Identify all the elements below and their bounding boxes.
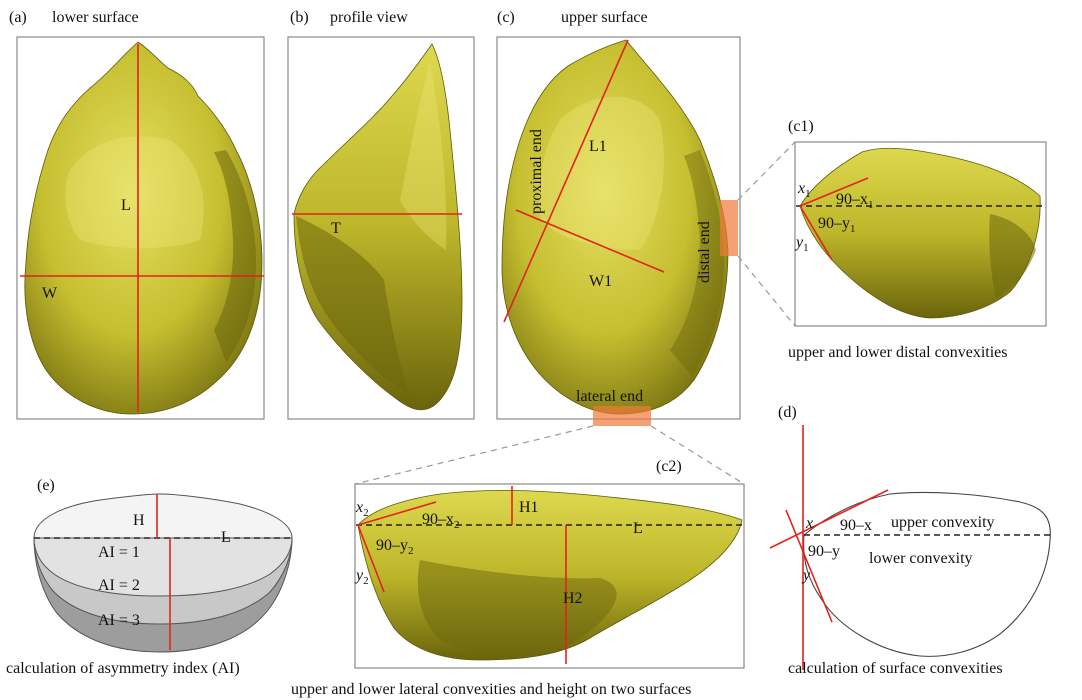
lateral-shadow (417, 560, 617, 656)
c2-angle-lower: 90–y2 (376, 537, 414, 557)
panel-e-tag: (e) (37, 477, 55, 494)
distal-shadow (989, 214, 1036, 298)
panel-a-frame (16, 36, 265, 420)
c1-lower-tangent (799, 205, 833, 261)
width-line-W1 (515, 209, 665, 273)
e-caption: calculation of asymmetry index (AI) (6, 660, 240, 677)
d-angle-upper: 90–x (840, 517, 872, 534)
c1-caption: upper and lower distal convexities (788, 344, 1008, 361)
c1-angle-upper: 90–x1 (836, 191, 874, 211)
panel-a-title: lower surface (52, 9, 139, 26)
c2-label-L: L (633, 520, 643, 537)
panel-c1-frame (794, 141, 1047, 327)
connector-c1-top (737, 141, 796, 201)
lower-surface-highlight (65, 136, 204, 249)
profile-shadow (296, 216, 410, 396)
ai-upper-cap (33, 493, 293, 539)
d-caption: calculation of surface convexities (788, 660, 1003, 677)
panel-d-tag: (d) (778, 404, 797, 421)
e-label-H: H (133, 512, 145, 529)
d-upper-tangent (769, 489, 889, 549)
lower-surface-shadow (214, 150, 256, 362)
label-W1: W1 (589, 273, 612, 290)
c1-x1: x1 (797, 180, 811, 200)
e-label-L: L (221, 529, 231, 546)
label-L: L (121, 197, 131, 214)
d-lower-tangent (785, 509, 833, 623)
panel-c: (c) upper surface L1 W1 proximal end dis… (496, 9, 741, 426)
e-ai2: AI = 2 (98, 577, 140, 594)
label-W: W (42, 285, 58, 302)
d-x: x (805, 515, 813, 532)
panel-c1: (c1) x1 90–x1 90–y1 y1 upper and lower d… (788, 118, 1047, 361)
length-line-L1 (503, 39, 629, 323)
label-L1: L1 (589, 138, 607, 155)
c2-x2: x2 (355, 499, 369, 519)
panel-b-tag: (b) (290, 9, 309, 26)
upper-surface-highlight (538, 96, 664, 250)
connector-c2-left (354, 425, 594, 485)
panel-a-tag: (a) (9, 9, 27, 26)
c1-angle-lower: 90–y1 (818, 215, 856, 235)
label-proximal-end: proximal end (528, 129, 545, 214)
label-lateral-end: lateral end (576, 388, 643, 405)
convexity-outline (803, 491, 1051, 657)
connector-c2-right (650, 425, 745, 485)
panel-e: (e) H L AI = 1 AI = 2 AI = 3 calculation… (6, 477, 293, 677)
connector-c1-bottom (737, 255, 796, 327)
upper-surface-shadow (670, 150, 724, 376)
d-upper-convexity: upper convexity (891, 514, 995, 531)
c2-y2: y2 (354, 567, 369, 587)
panel-c1-tag: (c1) (788, 118, 814, 135)
panel-c2-tag: (c2) (656, 458, 682, 475)
label-distal-end: distal end (696, 221, 713, 283)
panel-c2: (c2) x2 90–x2 90–y2 y2 H1 H2 L upper and… (291, 458, 745, 698)
c2-lower-tangent (357, 524, 385, 593)
panel-b-frame (287, 36, 475, 420)
panel-c-tag: (c) (497, 9, 515, 26)
panel-b: (b) profile view T (287, 9, 475, 420)
c2-label-H2: H2 (563, 590, 583, 607)
profile-highlight (400, 60, 447, 250)
e-ai3: AI = 3 (98, 612, 140, 629)
panel-c-title: upper surface (561, 9, 648, 26)
e-ai1: AI = 1 (98, 544, 140, 561)
c2-angle-upper: 90–x2 (422, 511, 460, 531)
label-T: T (331, 220, 341, 237)
c2-upper-tangent (357, 501, 437, 526)
ai1-layer (33, 537, 293, 597)
c1-upper-tangent (799, 177, 869, 207)
lower-surface-stone (24, 41, 263, 415)
lateral-highlight (593, 406, 651, 426)
d-lower-convexity: lower convexity (869, 550, 973, 567)
d-angle-lower: 90–y (808, 543, 840, 560)
panel-d: (d) x 90–x 90–y y upper convexity lower … (769, 404, 1051, 677)
distal-highlight (720, 200, 738, 256)
panel-b-title: profile view (330, 9, 408, 26)
d-y: y (801, 567, 811, 584)
c2-label-H1: H1 (519, 499, 539, 516)
panel-a: (a) lower surface L W (9, 9, 265, 420)
panel-c2-frame (354, 483, 745, 669)
c2-caption: upper and lower lateral convexities and … (291, 681, 691, 698)
c1-y1: y1 (794, 234, 809, 254)
